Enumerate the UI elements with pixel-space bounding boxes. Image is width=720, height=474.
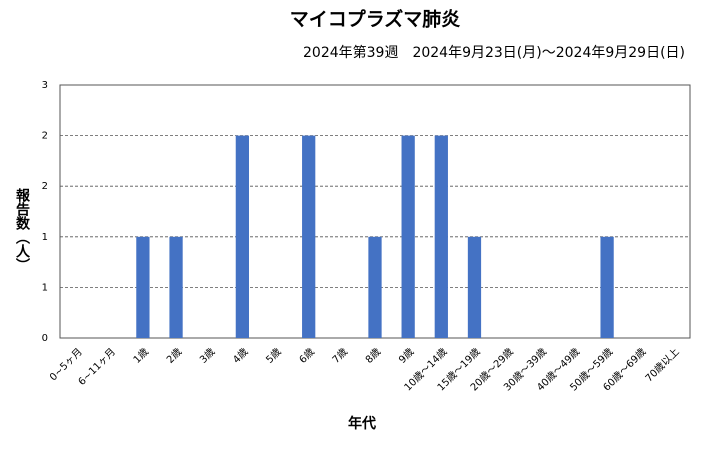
y-tick-label: 3 <box>42 80 48 91</box>
x-tick-label: 1歳 <box>131 346 151 366</box>
bar <box>169 236 183 338</box>
x-tick-label: 3歳 <box>197 346 217 366</box>
y-tick-label: 1 <box>42 282 48 293</box>
bar <box>302 135 316 338</box>
x-tick-label: 9歳 <box>396 346 416 366</box>
x-axis-label: 年代 <box>348 415 376 432</box>
bar <box>136 236 150 338</box>
bar <box>434 135 448 338</box>
bar <box>467 236 482 338</box>
x-tick-label: 8歳 <box>363 346 383 366</box>
y-tick-label: 0 <box>42 333 48 344</box>
x-tick-label: 5歳 <box>264 346 284 366</box>
y-axis-label: 報告数（人） <box>14 187 31 272</box>
y-tick-label: 2 <box>42 131 48 142</box>
x-tick-label: 2歳 <box>164 346 184 366</box>
bar <box>368 236 382 338</box>
y-tick-label: 2 <box>42 181 48 192</box>
x-tick-label: 6歳 <box>297 346 317 366</box>
bar <box>401 135 415 338</box>
y-tick-label: 1 <box>42 232 48 243</box>
bar <box>600 236 614 338</box>
chart-title: マイコプラズマ肺炎 <box>290 8 461 31</box>
x-tick-label: 4歳 <box>231 346 251 366</box>
bar <box>235 135 249 338</box>
chart-subtitle: 2024年第39週 2024年9月23日(月)～2024年9月29日(日) <box>303 44 685 61</box>
x-tick-label: 70歳以上 <box>643 346 682 385</box>
x-tick-label: 7歳 <box>330 346 350 366</box>
